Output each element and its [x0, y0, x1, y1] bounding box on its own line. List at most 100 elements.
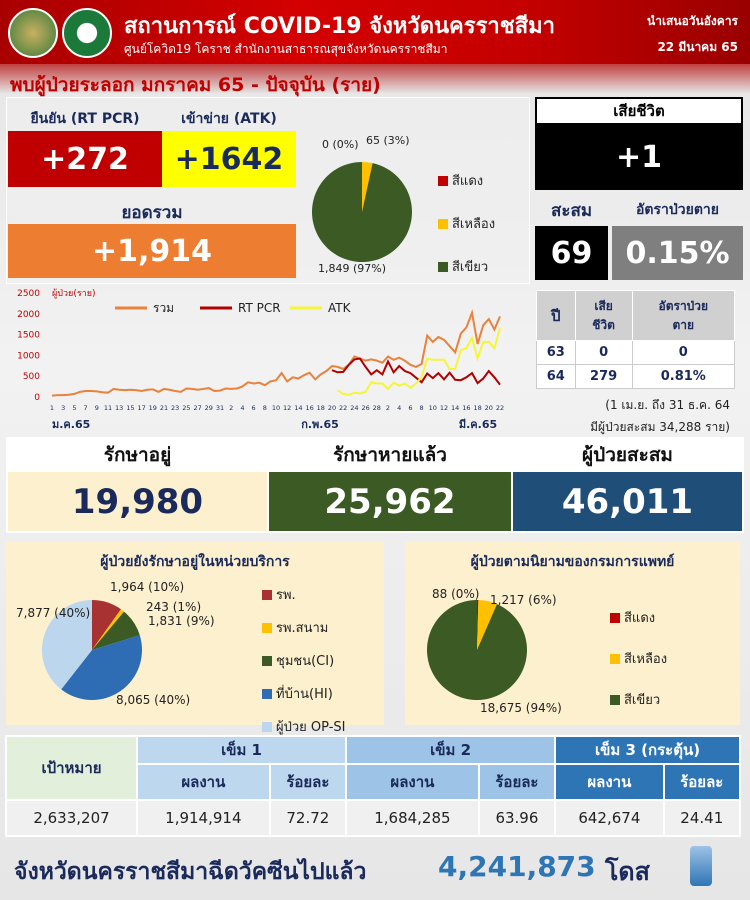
table-row: 64 279 0.81%: [536, 364, 736, 389]
deaths-by-year-table: ปี เสีย ชีวิต อัตราป่วย ตาย 63 0 0 64 279 0.81…: [536, 290, 736, 389]
legend-label: RT PCR: [238, 301, 281, 315]
total-value: +1,914: [8, 224, 296, 278]
pie-slice-2: [312, 162, 412, 262]
footer-total-doses: 4,241,873: [438, 850, 596, 883]
pie-slice-1: [477, 600, 497, 650]
pie-slice-2: [92, 611, 140, 650]
footer-text: จังหวัดนครราชสีมาฉีดวัคซีนไปแล้ว: [14, 859, 367, 885]
header-banner: [0, 0, 750, 64]
series-line-รวม: [51, 309, 501, 397]
pie-label-yellow: 1,217 (6%): [490, 593, 557, 607]
header-fade: [0, 64, 750, 94]
x-tick-label: 20: [485, 404, 493, 412]
presented-day: นำเสนอวันอังคาร: [647, 14, 738, 28]
legend-label: สีเขียว: [452, 260, 489, 275]
x-tick-label: 10: [429, 404, 437, 412]
pie-slice-1: [362, 162, 373, 212]
legend-swatch: [438, 175, 448, 186]
x-tick-label: 20: [328, 404, 336, 412]
x-tick-label: 25: [182, 404, 190, 412]
daily-severity-pie: [312, 162, 412, 262]
x-tick-label: 29: [205, 404, 213, 412]
legend-label: ผู้ป่วย OP-SI: [276, 720, 346, 735]
treating-label: รักษาอยู่: [8, 439, 267, 471]
legend-label: รพ.สนาม: [276, 621, 329, 636]
x-tick-label: 31: [216, 404, 224, 412]
page-subtitle: ศูนย์โควิด19 โคราช สำนักงานสาธารณสุขจังห…: [124, 42, 448, 56]
x-tick-label: 4: [240, 404, 244, 412]
month-label: มี.ค.65: [459, 418, 497, 431]
x-tick-label: 23: [171, 404, 179, 412]
legend-item: สีเหลือง: [438, 213, 495, 234]
y-tick-label: 2500: [17, 289, 40, 299]
pie-label-ci: 1,831 (9%): [148, 614, 215, 628]
legend-swatch: [262, 589, 272, 600]
pie-slice-0: [92, 600, 121, 650]
table-row: 2,633,207 1,914,914 72.72 1,684,285 63.9…: [5, 799, 742, 837]
dose2-percent: 63.96: [477, 799, 557, 837]
atk-label: เข้าข่าย (ATK): [181, 111, 277, 127]
ministry-of-public-health-logo: [62, 8, 112, 58]
table-note-period: (1 เม.ย. ถึง 31 ธ.ค. 64: [605, 398, 730, 412]
fatality-rate-label: อัตราป่วยตาย: [636, 202, 719, 218]
pie-label-red: 0 (0%): [322, 138, 359, 151]
recovered-label: รักษาหายแล้ว: [269, 439, 511, 471]
rtpcr-value: +272: [8, 131, 162, 187]
legend-label: รวม: [153, 301, 174, 315]
report-date: 22 มีนาคม 65: [657, 40, 738, 54]
month-label: ม.ค.65: [52, 418, 90, 431]
x-tick-label: 28: [373, 404, 381, 412]
legend-item: สีแดง: [438, 170, 495, 191]
legend-item: สีเหลือง: [610, 648, 667, 669]
pie-label-hospital: 1,964 (10%): [110, 580, 185, 594]
legend-swatch: [438, 218, 448, 229]
x-tick-label: 12: [440, 404, 448, 412]
dose2-header: เข็ม 2: [345, 735, 557, 765]
series-line-RT PCR: [331, 357, 501, 386]
legend-swatch: [438, 261, 448, 272]
dose3-percent-header: ร้อยละ: [662, 763, 742, 801]
cell: 0: [631, 340, 736, 365]
cumulative-label: ผู้ป่วยสะสม: [513, 439, 742, 471]
page-title: สถานการณ์ COVID-19 จังหวัดนครราชสีมา: [124, 14, 555, 39]
x-tick-label: 16: [305, 404, 313, 412]
atk-value: +1642: [162, 131, 296, 187]
x-tick-label: 13: [115, 404, 123, 412]
cumulative-deaths-label: สะสม: [550, 201, 593, 221]
cell: 0: [574, 340, 633, 365]
x-tick-label: 9: [95, 404, 99, 412]
x-tick-label: 18: [317, 404, 325, 412]
y-tick-label: 0: [34, 393, 40, 403]
x-tick-label: 10: [272, 404, 280, 412]
y-axis-label: ผู้ป่วย(ราย): [52, 288, 96, 299]
legend-swatch: [610, 653, 620, 664]
series-line-ATK: [337, 327, 501, 396]
daily-pie-legend: สีแดงสีเหลืองสีเขียว: [438, 170, 495, 299]
dose1-header: เข็ม 1: [135, 735, 348, 765]
legend-label: สีเขียว: [624, 693, 661, 708]
x-tick-label: 22: [339, 404, 347, 412]
pie-slice-4: [42, 600, 92, 690]
x-tick-label: 19: [149, 404, 157, 412]
cell: 64: [536, 364, 576, 389]
service-pie-title: ผู้ป่วยยังรักษาอยู่ในหน่วยบริการ: [100, 554, 290, 570]
legend-swatch: [262, 688, 272, 699]
y-tick-label: 1500: [17, 331, 40, 341]
legend-swatch: [262, 622, 272, 633]
cumulative-deaths: 69: [535, 226, 608, 280]
legend-item: ผู้ป่วย OP-SI: [262, 716, 345, 737]
x-tick-label: 8: [420, 404, 424, 412]
col-deaths: เสีย ชีวิต: [574, 290, 633, 341]
legend-item: ที่บ้าน(HI): [262, 683, 345, 704]
legend-swatch: [262, 655, 272, 666]
dose3-result: 642,674: [554, 799, 665, 837]
rtpcr-label: ยืนยัน (RT PCR): [30, 111, 140, 127]
pie-label-hi: 8,065 (40%): [116, 693, 191, 707]
pie-slice-0: [477, 600, 479, 650]
legend-item: สีเขียว: [610, 689, 667, 710]
target-header: เป้าหมาย: [5, 735, 138, 801]
table-note-cases: มีผู้ป่วยสะสม 34,288 ราย): [590, 420, 730, 434]
x-tick-label: 18: [473, 404, 481, 412]
cell: 63: [536, 340, 576, 365]
